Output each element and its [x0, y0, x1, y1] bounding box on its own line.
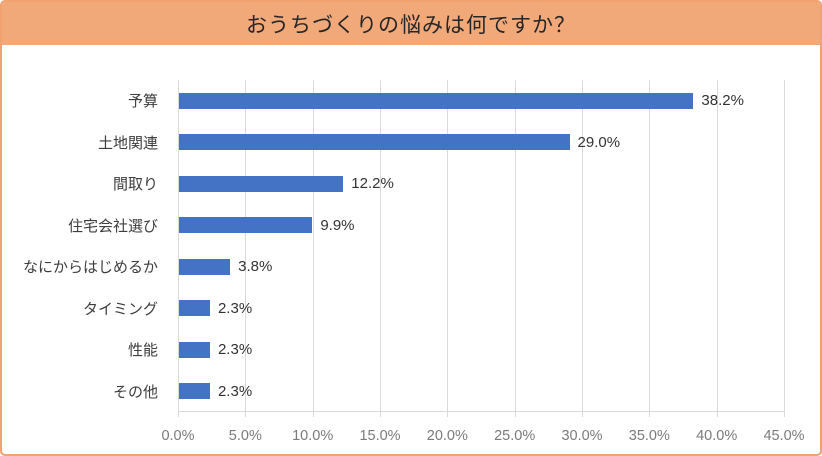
- x-tick-label: 20.0%: [426, 428, 468, 444]
- axis-tick: [178, 411, 179, 417]
- bar: [179, 134, 570, 151]
- chart-title-bar: おうちづくりの悩みは何ですか？: [2, 2, 820, 45]
- x-axis: 0.0% 5.0% 10.0% 15.0% 20.0% 25.0% 30.0% 35.0% 40…: [2, 428, 820, 448]
- bar-value-label: 29.0%: [577, 133, 621, 151]
- axis-tick: [380, 411, 381, 417]
- x-tick-label: 35.0%: [628, 428, 670, 444]
- x-tick-label: 0.0%: [161, 428, 195, 444]
- x-tick-label: 30.0%: [561, 428, 603, 444]
- axis-tick: [784, 411, 785, 417]
- x-tick-label: 5.0%: [228, 428, 262, 444]
- bar-value-label: 2.3%: [217, 382, 253, 400]
- axis-tick: [514, 411, 516, 417]
- category-label: 性能: [127, 342, 158, 360]
- chart-title: おうちづくりの悩みは何ですか？: [246, 13, 576, 37]
- x-tick-label: 45.0%: [763, 428, 805, 444]
- gridline: [716, 80, 718, 411]
- category-axis: 予算土地関連間取り住宅会社選びなにからはじめるかタイミング性能その他: [2, 80, 168, 412]
- category-label: 間取り: [112, 176, 158, 194]
- category-label: その他: [112, 383, 158, 401]
- bar: [179, 341, 210, 358]
- category-label: タイミング: [82, 300, 158, 318]
- axis-tick: [649, 411, 651, 417]
- bar-value-label: 12.2%: [351, 175, 394, 193]
- gridline: [649, 80, 651, 411]
- gridline: [582, 80, 583, 411]
- x-tick-label: 10.0%: [292, 428, 334, 444]
- bar-value-label: 9.9%: [320, 216, 355, 234]
- category-label: 土地関連: [97, 134, 158, 152]
- axis-tick: [716, 411, 718, 417]
- axis-tick: [245, 411, 247, 417]
- bar: [179, 92, 694, 109]
- bar-value-label: 2.3%: [217, 341, 253, 359]
- category-label: なにからはじめるか: [22, 259, 158, 277]
- gridline: [784, 80, 785, 411]
- bar: [179, 383, 210, 400]
- x-tick-label: 25.0%: [494, 428, 536, 444]
- bar: [179, 258, 231, 275]
- category-label: 住宅会社選び: [67, 217, 158, 235]
- bar: [179, 217, 313, 234]
- axis-tick: [582, 411, 583, 417]
- gridline: [245, 80, 247, 411]
- gridline: [312, 80, 314, 411]
- axis-tick: [447, 411, 449, 417]
- bar: [179, 175, 344, 192]
- x-tick-label: 15.0%: [359, 428, 401, 444]
- plot-area: 38.2% 29.0% 12.2% 9.9% 3.8% 2.3% 2.3% 2.3%: [178, 80, 785, 417]
- gridline: [380, 80, 381, 411]
- bar: [179, 300, 210, 317]
- gridline: [178, 80, 179, 411]
- category-label: 予算: [127, 93, 158, 111]
- bar-value-label: 3.8%: [238, 258, 273, 276]
- x-tick-label: 40.0%: [696, 428, 738, 444]
- bar-value-label: 38.2%: [701, 92, 744, 110]
- axis-tick: [312, 411, 314, 417]
- gridline: [514, 80, 516, 411]
- bar-value-label: 2.3%: [217, 299, 253, 317]
- gridline: [447, 80, 449, 411]
